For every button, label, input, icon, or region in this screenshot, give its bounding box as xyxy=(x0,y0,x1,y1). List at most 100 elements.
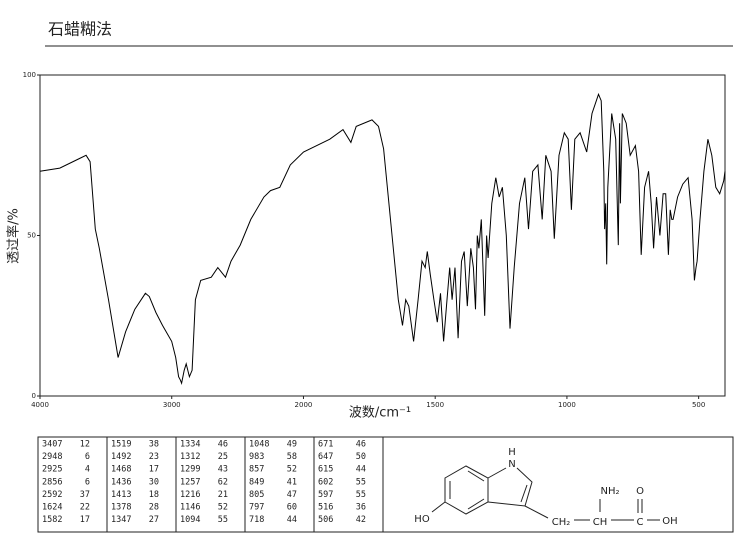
peak-wavenumber: 2948 xyxy=(42,452,62,462)
peak-transmittance: 23 xyxy=(149,452,159,462)
peak-wavenumber: 516 xyxy=(318,503,333,513)
peak-wavenumber: 1257 xyxy=(180,477,200,487)
benzene-ring xyxy=(444,465,489,515)
peak-transmittance: 25 xyxy=(218,452,228,462)
peak-transmittance: 28 xyxy=(149,503,159,513)
peak-transmittance: 37 xyxy=(80,490,90,500)
peak-transmittance: 42 xyxy=(356,515,366,525)
peak-wavenumber: 1334 xyxy=(180,440,200,450)
peak-transmittance: 17 xyxy=(80,515,90,525)
peak-wavenumber: 2925 xyxy=(42,465,62,475)
atom-label: NH₂ xyxy=(600,486,619,497)
double-bond xyxy=(520,484,528,503)
peak-transmittance: 55 xyxy=(356,477,366,487)
peak-wavenumber: 1048 xyxy=(249,440,269,450)
atom-label: O xyxy=(636,486,644,497)
peak-transmittance: 44 xyxy=(356,465,366,475)
x-axis-label: 波数/cm⁻¹ xyxy=(349,406,411,421)
peak-transmittance: 50 xyxy=(356,452,366,462)
atom-label: H xyxy=(508,447,516,458)
peak-wavenumber: 602 xyxy=(318,477,333,487)
peak-transmittance: 47 xyxy=(287,490,297,500)
atom-label: CH₂ xyxy=(552,517,571,528)
peak-wavenumber: 1378 xyxy=(111,503,131,513)
peak-wavenumber: 3407 xyxy=(42,440,62,450)
peak-transmittance: 22 xyxy=(80,503,90,513)
peak-transmittance: 44 xyxy=(287,515,297,525)
peak-transmittance: 12 xyxy=(80,440,90,450)
peak-wavenumber: 597 xyxy=(318,490,333,500)
peak-transmittance: 46 xyxy=(218,440,228,450)
peak-transmittance: 62 xyxy=(218,477,228,487)
peak-wavenumber: 797 xyxy=(249,503,264,513)
peak-transmittance: 58 xyxy=(287,452,297,462)
peak-transmittance: 46 xyxy=(356,440,366,450)
peak-wavenumber: 1299 xyxy=(180,465,200,475)
peak-wavenumber: 1413 xyxy=(111,490,131,500)
peak-wavenumber: 2592 xyxy=(42,490,62,500)
y-axis-label: 透过率/% xyxy=(6,208,22,264)
peak-wavenumber: 1582 xyxy=(42,515,62,525)
peak-wavenumber: 983 xyxy=(249,452,264,462)
peak-wavenumber: 615 xyxy=(318,465,333,475)
atom-label: N xyxy=(508,459,515,470)
peak-wavenumber: 647 xyxy=(318,452,333,462)
peak-transmittance: 4 xyxy=(85,465,90,475)
chart-title: 石蜡糊法 xyxy=(48,20,112,39)
x-tick-label: 500 xyxy=(692,401,705,409)
atom-label: CH xyxy=(593,517,608,528)
x-tick-label: 4000 xyxy=(31,401,49,409)
bond xyxy=(487,467,533,507)
peak-transmittance: 27 xyxy=(149,515,159,525)
peak-wavenumber: 671 xyxy=(318,440,333,450)
peak-transmittance: 49 xyxy=(287,440,297,450)
peak-transmittance: 30 xyxy=(149,477,159,487)
peak-transmittance: 6 xyxy=(85,452,90,462)
peak-transmittance: 52 xyxy=(218,503,228,513)
peak-wavenumber: 1347 xyxy=(111,515,131,525)
peak-transmittance: 55 xyxy=(218,515,228,525)
peak-transmittance: 18 xyxy=(149,490,159,500)
x-tick-label: 1500 xyxy=(426,401,444,409)
y-tick-label: 100 xyxy=(23,71,36,79)
peak-transmittance: 55 xyxy=(356,490,366,500)
peak-wavenumber: 1492 xyxy=(111,452,131,462)
structure-bonds xyxy=(431,465,660,521)
peak-wavenumber: 1146 xyxy=(180,503,200,513)
x-tick-label: 2000 xyxy=(295,401,313,409)
peak-wavenumber: 1216 xyxy=(180,490,200,500)
peak-transmittance: 43 xyxy=(218,465,228,475)
peak-wavenumber: 718 xyxy=(249,515,264,525)
peak-transmittance: 38 xyxy=(149,440,159,450)
x-tick-label: 1000 xyxy=(558,401,576,409)
peak-wavenumber: 1624 xyxy=(42,503,62,513)
atom-label: OH xyxy=(662,516,677,527)
peak-wavenumber: 506 xyxy=(318,515,333,525)
peak-wavenumber: 2856 xyxy=(42,477,62,487)
peak-transmittance: 36 xyxy=(356,503,366,513)
bond xyxy=(431,501,446,513)
peak-wavenumber: 1094 xyxy=(180,515,200,525)
y-tick-label: 0 xyxy=(32,392,36,400)
peak-transmittance: 52 xyxy=(287,465,297,475)
peak-wavenumber: 805 xyxy=(249,490,264,500)
peak-transmittance: 60 xyxy=(287,503,297,513)
x-tick-label: 3000 xyxy=(163,401,181,409)
table-frame xyxy=(37,436,734,533)
peak-wavenumber: 857 xyxy=(249,465,264,475)
y-tick-label: 50 xyxy=(27,232,36,240)
spectrum-line xyxy=(39,92,726,385)
bond xyxy=(524,505,549,519)
peak-transmittance: 17 xyxy=(149,465,159,475)
peak-wavenumber: 1436 xyxy=(111,477,131,487)
peak-transmittance: 41 xyxy=(287,477,297,487)
peak-wavenumber: 1519 xyxy=(111,440,131,450)
peak-transmittance: 21 xyxy=(218,490,228,500)
double-bond xyxy=(467,498,485,510)
peak-transmittance: 6 xyxy=(85,477,90,487)
peak-wavenumber: 849 xyxy=(249,477,264,487)
peak-wavenumber: 1468 xyxy=(111,465,131,475)
atom-label: C xyxy=(637,517,644,528)
peak-wavenumber: 1312 xyxy=(180,452,200,462)
